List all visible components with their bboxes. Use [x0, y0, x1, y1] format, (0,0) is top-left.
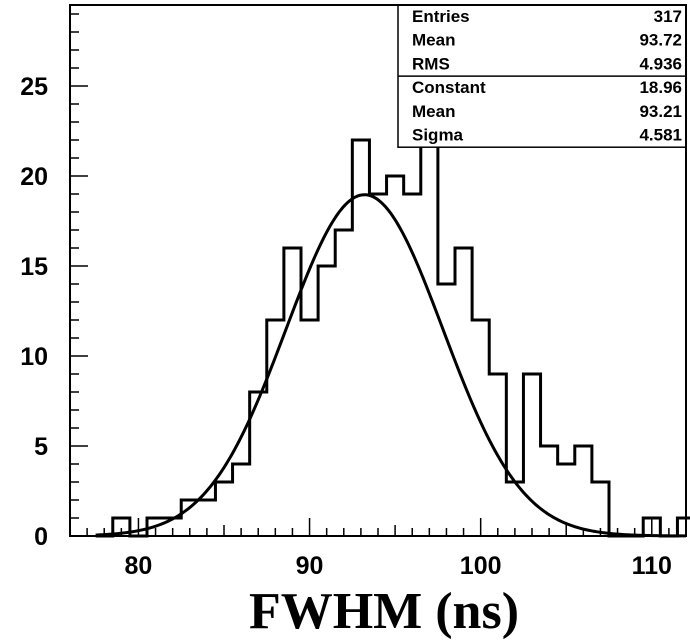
- stats-row-value: 4.581: [639, 126, 682, 145]
- histogram-bin: [523, 374, 541, 536]
- histogram-bin: [591, 482, 609, 536]
- histogram-bin: [455, 248, 473, 536]
- histogram-bin: [232, 464, 250, 536]
- y-tick-label: 0: [34, 523, 48, 551]
- stats-row-value: 4.936: [639, 54, 682, 73]
- stats-row-name: RMS: [412, 54, 450, 73]
- gaussian-fit-curve: [95, 193, 686, 538]
- histogram-outline: [95, 138, 690, 538]
- histogram-bin: [557, 464, 575, 536]
- stats-row-name: Constant: [412, 78, 486, 97]
- y-tick-label: 15: [20, 253, 48, 281]
- x-tick-label: 100: [460, 552, 502, 580]
- stats-row-value: 18.96: [639, 78, 682, 97]
- stats-row-name: Entries: [412, 7, 470, 26]
- histogram-bin: [352, 140, 370, 536]
- stats-box: Entries 317 Mean 93.72 RMS 4.936 Constant 18.96…: [397, 4, 687, 148]
- histogram-bin: [198, 500, 216, 536]
- y-tick-label: 20: [20, 163, 48, 191]
- stats-row-value: 317: [654, 7, 682, 26]
- x-tick-label: 80: [125, 552, 153, 580]
- histogram-bin: [266, 320, 284, 536]
- x-tick-label: 90: [296, 552, 324, 580]
- stats-row-value: 93.72: [639, 31, 682, 50]
- histogram-bin: [403, 194, 421, 536]
- y-tick-label: 25: [20, 73, 48, 101]
- histogram-bin: [335, 230, 353, 536]
- histogram-bin: [369, 194, 387, 536]
- histogram-bin: [540, 446, 558, 536]
- y-tick-label: 5: [34, 433, 48, 461]
- stats-row-name: Mean: [412, 31, 455, 50]
- x-axis-ticks: 80 90 100 110: [69, 518, 687, 580]
- histogram-bin: [420, 140, 438, 536]
- histogram-bin: [574, 446, 592, 536]
- histogram-bin: [506, 482, 524, 536]
- histogram-bin: [301, 320, 319, 536]
- histogram-bin: [318, 266, 336, 536]
- x-tick-label: 110: [632, 552, 672, 580]
- histogram-bin: [215, 482, 233, 536]
- y-tick-label: 10: [20, 343, 48, 371]
- stats-row-value: 93.21: [639, 102, 682, 121]
- stats-row-name: Mean: [412, 102, 455, 121]
- x-axis-title: FWHM (ns): [249, 583, 519, 640]
- histogram-bin: [677, 518, 690, 536]
- histogram-bars: [95, 138, 690, 538]
- histogram-bin: [472, 320, 490, 536]
- histogram-bin: [283, 248, 301, 536]
- stats-row-name: Sigma: [412, 126, 464, 145]
- histogram-bin: [386, 176, 404, 536]
- y-axis-ticks: 0 5 10 15 20 25: [20, 13, 88, 551]
- histogram-bin: [249, 392, 267, 536]
